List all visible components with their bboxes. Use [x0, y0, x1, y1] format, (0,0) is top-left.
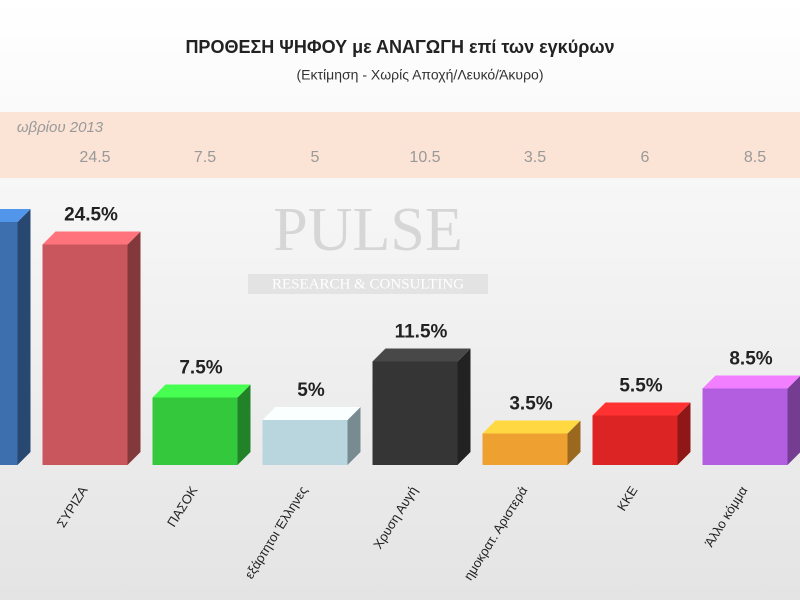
bar-front	[42, 244, 128, 465]
previous-value: 5	[311, 149, 320, 166]
watermark-sub: RESEARCH & CONSULTING	[272, 276, 464, 292]
bar-side	[677, 402, 691, 465]
bar-front	[702, 388, 788, 465]
bar-side	[457, 348, 471, 465]
bar-top	[482, 420, 581, 434]
previous-value: 24.5	[79, 149, 110, 166]
bar	[702, 375, 800, 465]
previous-value: 6	[641, 149, 650, 166]
value-label: 3.5%	[509, 394, 552, 415]
bar-front	[482, 433, 568, 465]
previous-value: 3.5	[524, 149, 546, 166]
bar-front	[592, 415, 678, 465]
bar-top	[592, 402, 691, 416]
bar	[482, 420, 581, 465]
bar	[262, 407, 361, 465]
value-label: 24.5%	[64, 205, 118, 226]
bar-top	[42, 231, 141, 245]
bar	[372, 348, 471, 465]
bar-top	[152, 384, 251, 398]
bar-front	[372, 361, 458, 465]
watermark: PULSE	[273, 196, 462, 264]
bar-side	[787, 376, 800, 465]
bar	[592, 402, 691, 465]
bar-side	[347, 407, 361, 465]
previous-label: ωβρίου 2013	[17, 119, 104, 136]
bar	[0, 209, 31, 465]
bar-front	[262, 420, 348, 465]
previous-value: 8.5	[744, 149, 766, 166]
bar-top	[0, 209, 31, 222]
bar-front	[152, 397, 238, 465]
value-label: 8.5%	[729, 349, 772, 370]
value-label: 5.5%	[619, 376, 662, 397]
chart-subtitle: (Εκτίμηση - Χωρίς Αποχή/Λευκό/Άκυρο)	[297, 67, 544, 83]
previous-band	[0, 112, 800, 178]
bar	[42, 231, 141, 465]
previous-value: 7.5	[194, 149, 216, 166]
bar-side	[17, 209, 31, 465]
watermark-band	[248, 274, 488, 294]
chart-title: ΠΡΟΘΕΣΗ ΨΗΦΟΥ με ΑΝΑΓΩΓΗ επί των εγκύρων	[185, 37, 614, 57]
bar-side	[127, 231, 141, 465]
value-label: 5%	[297, 380, 325, 401]
value-label: 11.5%	[395, 322, 448, 343]
previous-value: 10.5	[409, 149, 440, 166]
bar-side	[237, 384, 251, 465]
bar-side	[567, 420, 581, 465]
bar-top	[372, 348, 471, 362]
bar	[152, 384, 251, 465]
bar-top	[702, 375, 800, 389]
bar-front	[0, 222, 18, 465]
bar-top	[262, 407, 361, 420]
value-label: 7.5%	[179, 358, 222, 379]
